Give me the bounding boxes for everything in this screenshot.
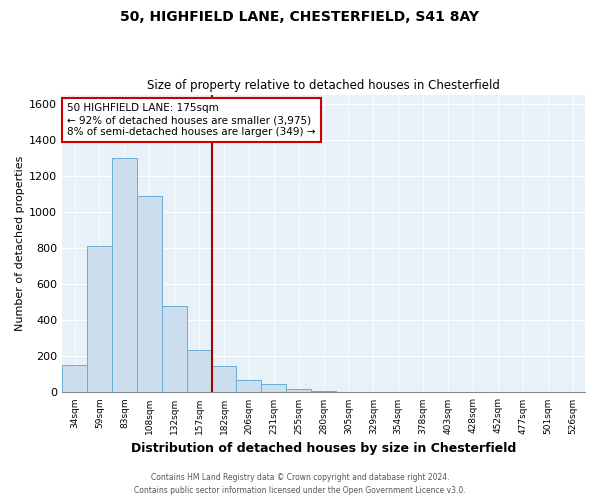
Y-axis label: Number of detached properties: Number of detached properties (15, 156, 25, 331)
Bar (137, 196, 162, 392)
Bar (286, 389, 311, 392)
Text: Contains HM Land Registry data © Crown copyright and database right 2024.
Contai: Contains HM Land Registry data © Crown c… (134, 474, 466, 495)
Bar (187, 350, 212, 393)
Text: 50 HIGHFIELD LANE: 175sqm
← 92% of detached houses are smaller (3,975)
8% of sem: 50 HIGHFIELD LANE: 175sqm ← 92% of detac… (67, 104, 316, 136)
X-axis label: Distribution of detached houses by size in Chesterfield: Distribution of detached houses by size … (131, 442, 516, 455)
Title: Size of property relative to detached houses in Chesterfield: Size of property relative to detached ho… (147, 79, 500, 92)
Bar (212, 366, 236, 392)
Bar (311, 390, 336, 392)
Bar (162, 306, 187, 392)
Bar (236, 380, 262, 392)
Bar (262, 384, 286, 392)
Text: 50, HIGHFIELD LANE, CHESTERFIELD, S41 8AY: 50, HIGHFIELD LANE, CHESTERFIELD, S41 8A… (121, 10, 479, 24)
Bar (62, 366, 87, 392)
Bar (87, 246, 112, 392)
Bar (112, 158, 137, 392)
